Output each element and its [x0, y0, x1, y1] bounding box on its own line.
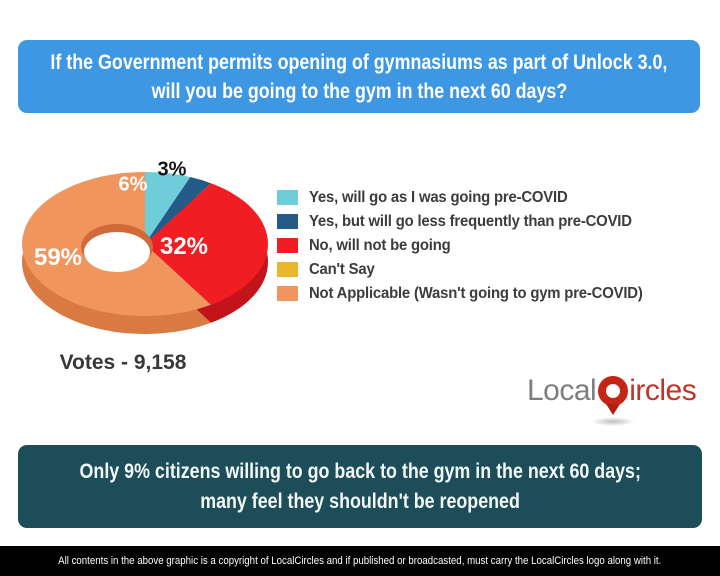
donut-chart-group: [0, 136, 300, 371]
headline-line-1: Only 9% citizens willing to go back to t…: [79, 459, 641, 483]
slice-label-yes-less-frequent: 3%: [157, 158, 187, 181]
donut-slice: [145, 183, 268, 305]
legend-item: Yes, but will go less frequently than pr…: [277, 212, 668, 230]
localcircles-logo: Local ircles: [527, 374, 707, 426]
legend-label: Yes, will go as I was going pre-COVID: [309, 188, 568, 206]
slice-label-no: 32%: [159, 233, 209, 260]
legend-swatch-yellow: [277, 262, 298, 277]
legend-swatch-orange: [277, 286, 298, 301]
donut-slice: [145, 177, 211, 244]
headline-banner: Only 9% citizens willing to go back to t…: [18, 445, 702, 528]
headline-line-2: many feel they shouldn't be reopened: [200, 489, 520, 513]
map-pin-tail: [606, 404, 621, 415]
question-banner: If the Government permits opening of gym…: [18, 40, 700, 113]
map-pin-shadow: [591, 417, 636, 426]
map-pin-ring: [598, 376, 629, 406]
donut-hole: [84, 232, 150, 272]
chart-legend: Yes, will go as I was going pre-COVID Ye…: [277, 188, 668, 310]
legend-swatch-red: [277, 238, 298, 253]
donut-chart: [21, 171, 268, 335]
map-pin-icon: [591, 376, 636, 428]
slice-label-yes-pre-covid: 6%: [118, 173, 148, 196]
question-line-2: will you be going to the gym in the next…: [151, 79, 567, 103]
legend-item: Not Applicable (Wasn't going to gym pre-…: [277, 284, 668, 302]
question-line-1: If the Government permits opening of gym…: [50, 50, 668, 74]
legend-item: Can't Say: [277, 260, 668, 278]
logo-text-local: Local: [527, 374, 597, 407]
votes-label: Votes - 9,158: [59, 351, 187, 374]
copyright-bar: All contents in the above graphic is a c…: [0, 546, 720, 576]
copyright-text: All contents in the above graphic is a c…: [58, 555, 662, 567]
legend-label: Yes, but will go less frequently than pr…: [309, 212, 632, 230]
legend-label: Not Applicable (Wasn't going to gym pre-…: [309, 284, 643, 302]
legend-item: Yes, will go as I was going pre-COVID: [277, 188, 668, 206]
legend-label: Can't Say: [309, 260, 375, 278]
logo-text-circles: ircles: [629, 374, 697, 407]
legend-swatch-cyan: [277, 190, 298, 205]
slice-label-not-applicable: 59%: [33, 244, 83, 271]
legend-swatch-blue: [277, 214, 298, 229]
donut-slice: [145, 171, 191, 244]
legend-label: No, will not be going: [309, 236, 451, 254]
legend-item: No, will not be going: [277, 236, 668, 254]
